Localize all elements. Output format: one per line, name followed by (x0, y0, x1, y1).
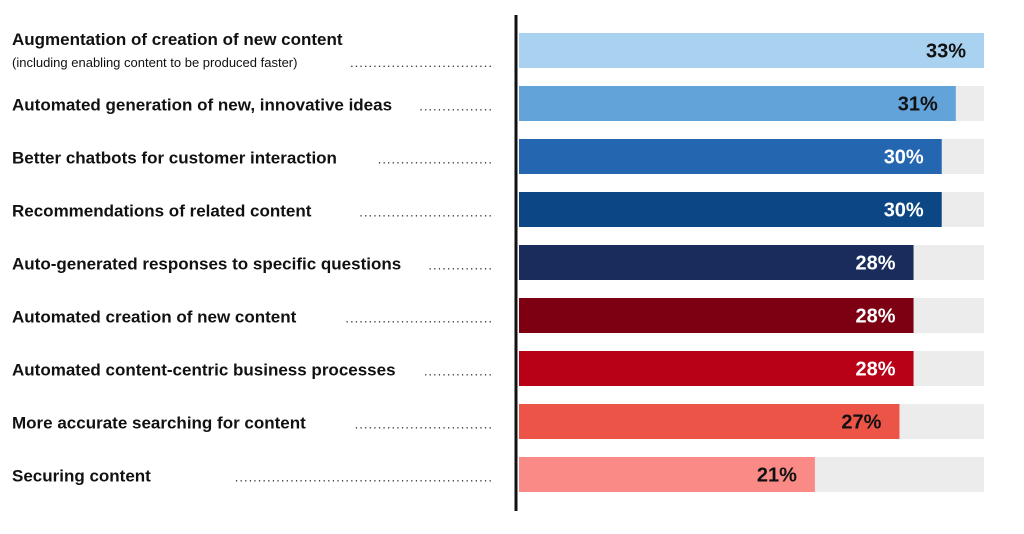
category-label: Augmentation of creation of new content (12, 30, 343, 49)
leader-dots: ........................................… (235, 55, 493, 485)
bar (519, 33, 984, 68)
bar (519, 298, 914, 333)
bar (519, 139, 942, 174)
category-label: Automated generation of new, innovative … (12, 96, 392, 115)
value-labels: 33% 31% 30% 30% 28% 28% 28% 27% 21% (757, 41, 966, 487)
value-label: 28% (856, 253, 896, 275)
value-label: 30% (884, 200, 924, 222)
category-label: Automated content-centric business proce… (12, 361, 396, 380)
bar (519, 86, 956, 121)
value-label: 21% (757, 465, 797, 487)
leader-dots: ............................... (350, 55, 493, 70)
bar (519, 351, 914, 386)
category-label: More accurate searching for content (12, 414, 306, 433)
value-label: 31% (898, 94, 938, 116)
bar (519, 404, 900, 439)
category-label: Better chatbots for customer interaction (12, 149, 337, 168)
leader-dots: .............................. (355, 417, 493, 432)
value-label: 33% (926, 41, 966, 63)
category-sublabel: (including enabling content to be produc… (12, 55, 297, 70)
leader-dots: .............. (428, 258, 493, 273)
leader-dots: ........................................… (235, 470, 493, 485)
bar (519, 192, 942, 227)
value-label: 28% (856, 359, 896, 381)
bar (519, 245, 914, 280)
leader-dots: ................................ (345, 311, 493, 326)
category-label: Securing content (12, 467, 151, 486)
leader-dots: ......................... (378, 152, 493, 167)
category-label: Auto-generated responses to specific que… (12, 255, 401, 274)
value-label: 28% (856, 306, 896, 328)
category-labels: Augmentation of creation of new content (… (12, 30, 401, 486)
leader-dots: ................ (419, 99, 493, 114)
bar (519, 457, 815, 492)
bars (519, 33, 984, 492)
value-label: 27% (841, 412, 881, 434)
leader-dots: ............................. (359, 205, 493, 220)
value-label: 30% (884, 147, 924, 169)
leader-dots: ............... (424, 364, 493, 379)
category-label: Recommendations of related content (12, 202, 312, 221)
category-label: Automated creation of new content (12, 308, 297, 327)
